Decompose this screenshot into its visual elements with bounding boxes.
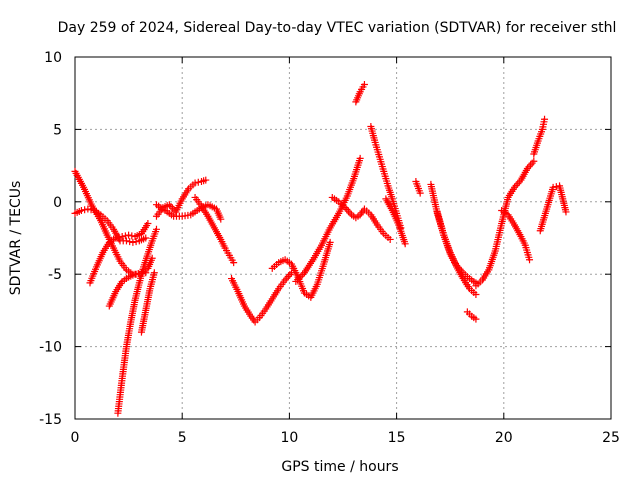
data-point: [77, 206, 85, 214]
data-point: [356, 154, 364, 162]
series-trace-r: [427, 180, 480, 287]
data-point: [150, 269, 158, 277]
data-point: [118, 233, 126, 241]
y-tick-labels: -15 -10 -5 0 5 10: [39, 50, 62, 428]
data-point: [530, 157, 538, 165]
data-point: [526, 256, 534, 264]
data-point: [217, 215, 225, 223]
series-trace-w: [530, 115, 549, 158]
data-point: [527, 161, 535, 169]
data-point: [121, 232, 129, 240]
data-point: [132, 238, 140, 246]
data-point: [84, 205, 92, 213]
plot-frame: [74, 56, 612, 420]
data-point: [286, 271, 294, 279]
x-tick-label: 5: [178, 430, 187, 446]
y-tick-label: 0: [53, 195, 62, 211]
series-trace-u: [472, 157, 538, 290]
data-point: [144, 220, 152, 228]
series-trace-s: [433, 208, 480, 298]
data-point: [129, 238, 137, 246]
x-tick-label: 15: [388, 430, 406, 446]
data-point: [344, 207, 352, 215]
data-point: [126, 238, 134, 246]
data-point: [326, 238, 334, 246]
data-point: [416, 189, 424, 197]
series-trace-j: [228, 269, 296, 326]
series-trace-h: [152, 201, 225, 223]
series-trace-t: [463, 308, 480, 323]
series-trace-i: [191, 193, 238, 267]
data-point: [552, 183, 560, 191]
y-tick-label: -10: [39, 340, 62, 356]
data-point: [202, 176, 210, 184]
series-trace-p: [382, 195, 409, 248]
data-point: [386, 235, 394, 243]
data-point: [142, 234, 150, 242]
chart-title: Day 259 of 2024, Sidereal Day-to-day VTE…: [58, 20, 617, 36]
data-point: [125, 231, 133, 239]
series-trace-g: [152, 176, 210, 220]
data-point: [360, 81, 368, 89]
data-point: [283, 274, 291, 282]
x-tick-label: 25: [602, 430, 620, 446]
gridlines: [75, 57, 611, 419]
data-point: [167, 203, 175, 211]
data-point: [549, 183, 557, 191]
series-trace-c: [86, 220, 152, 287]
data-point: [472, 315, 480, 323]
series-trace-e: [114, 225, 160, 417]
series-trace-q: [412, 178, 424, 197]
x-tick-label: 0: [71, 430, 80, 446]
series-trace-x: [536, 182, 570, 235]
x-tick-labels: 0 5 10 15 20 25: [71, 430, 620, 446]
y-tick-label: 5: [53, 122, 62, 138]
data-point: [346, 209, 354, 217]
series-trace-v: [498, 206, 534, 264]
y-tick-label: 10: [44, 50, 62, 66]
series-trace-k: [268, 238, 334, 301]
data-points: [71, 81, 570, 417]
data-point: [81, 206, 89, 214]
data-point: [541, 115, 549, 123]
axis-ticks: [74, 56, 612, 420]
y-tick-label: -15: [39, 412, 62, 428]
data-point: [514, 180, 522, 188]
data-point: [115, 233, 123, 241]
data-point: [191, 179, 199, 187]
x-tick-label: 20: [495, 430, 513, 446]
data-point: [472, 290, 480, 298]
series-trace-m: [328, 193, 394, 243]
data-point: [131, 270, 139, 278]
series-trace-l: [292, 154, 364, 285]
data-point: [112, 234, 120, 242]
y-axis-label: SDTVAR / TECUs: [8, 181, 24, 296]
data-point: [401, 240, 409, 248]
data-point: [194, 178, 202, 186]
data-point: [152, 225, 160, 233]
series-trace-n: [352, 81, 368, 106]
x-axis-label: GPS time / hours: [281, 459, 398, 475]
x-tick-label: 10: [280, 430, 298, 446]
series-trace-f: [137, 269, 158, 336]
data-point: [230, 259, 238, 267]
data-point: [528, 159, 536, 167]
y-tick-label: -5: [48, 267, 62, 283]
data-point: [562, 208, 570, 216]
data-point: [122, 237, 130, 245]
